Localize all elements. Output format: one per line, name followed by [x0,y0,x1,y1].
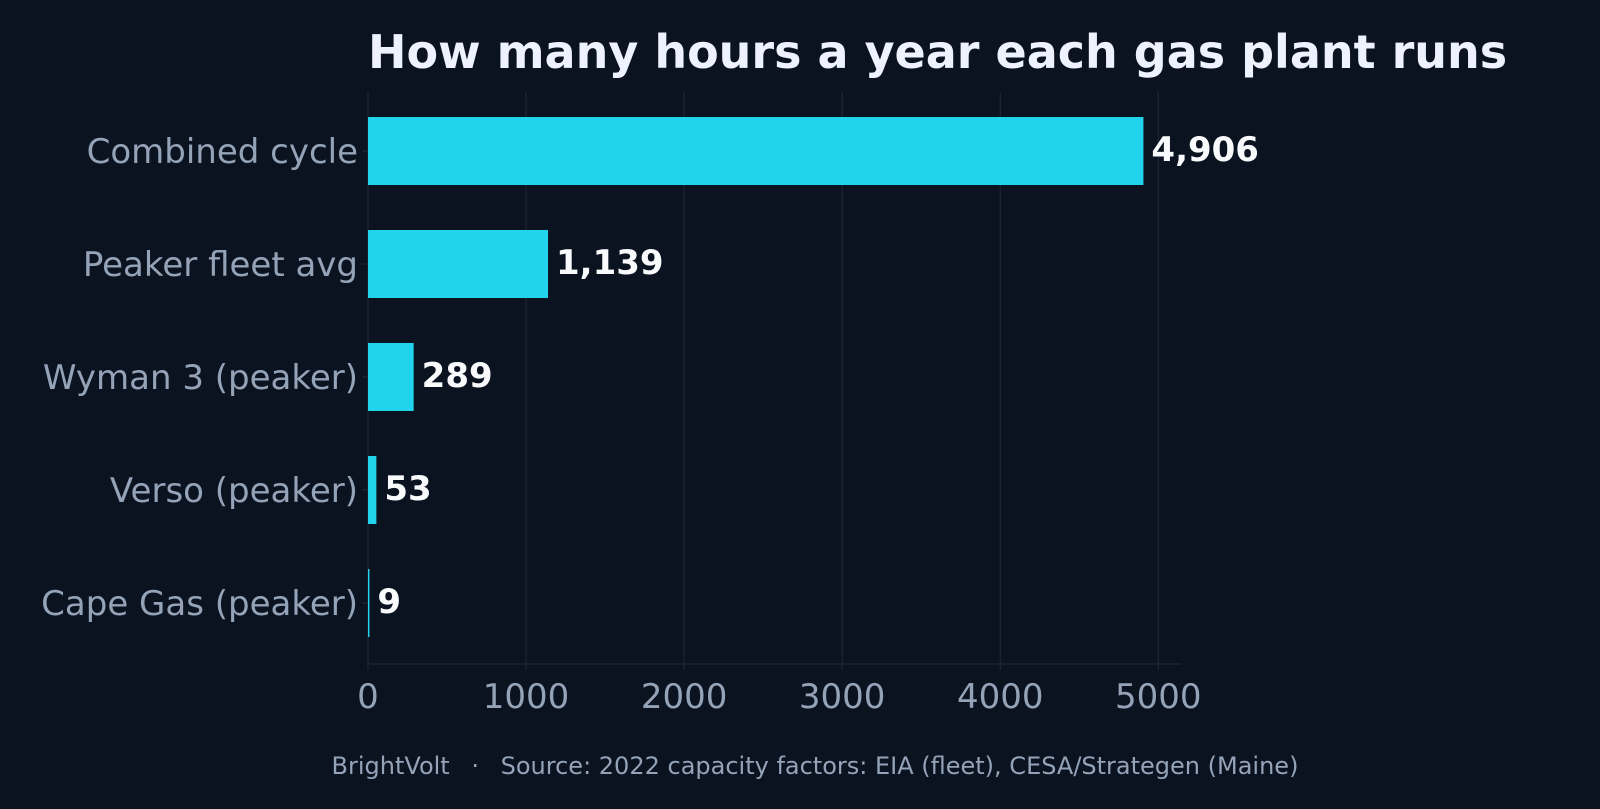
bar [368,117,1144,185]
data-label: 9 [377,582,401,622]
category-label: Verso (peaker) [110,471,358,511]
x-tick-label: 2000 [641,677,728,717]
bar [368,230,549,298]
bar [368,456,377,524]
data-label: 4,906 [1151,130,1259,170]
category-label: Wyman 3 (peaker) [43,358,358,398]
x-tick-label: 3000 [799,677,886,717]
y-axis: Combined cycle Peaker fleet avg Wyman 3 (p… [41,132,368,624]
value-labels: 4,906 1,139 289 53 9 [377,130,1259,622]
category-label: Combined cycle [87,132,358,172]
x-tick-label: 0 [357,677,379,717]
footer-source: Source: 2022 capacity factors: EIA (flee… [501,752,1299,780]
bars [368,117,1144,637]
x-axis: 0 1000 2000 3000 4000 5000 [357,664,1202,717]
chart-title: How many hours a year each gas plant run… [368,25,1507,79]
footer-brand: BrightVolt [332,752,450,780]
chart-footer: BrightVolt · Source: 2022 capacity facto… [332,752,1299,780]
data-label: 289 [422,356,493,396]
footer-separator: · [471,752,479,780]
x-tick-label: 1000 [483,677,570,717]
x-tick-label: 5000 [1115,677,1202,717]
bar [368,343,414,411]
data-label: 1,139 [556,243,664,283]
data-label: 53 [384,469,431,509]
x-tick-label: 4000 [957,677,1044,717]
category-label: Cape Gas (peaker) [41,584,358,624]
category-label: Peaker fleet avg [83,245,358,285]
bar [368,569,370,637]
